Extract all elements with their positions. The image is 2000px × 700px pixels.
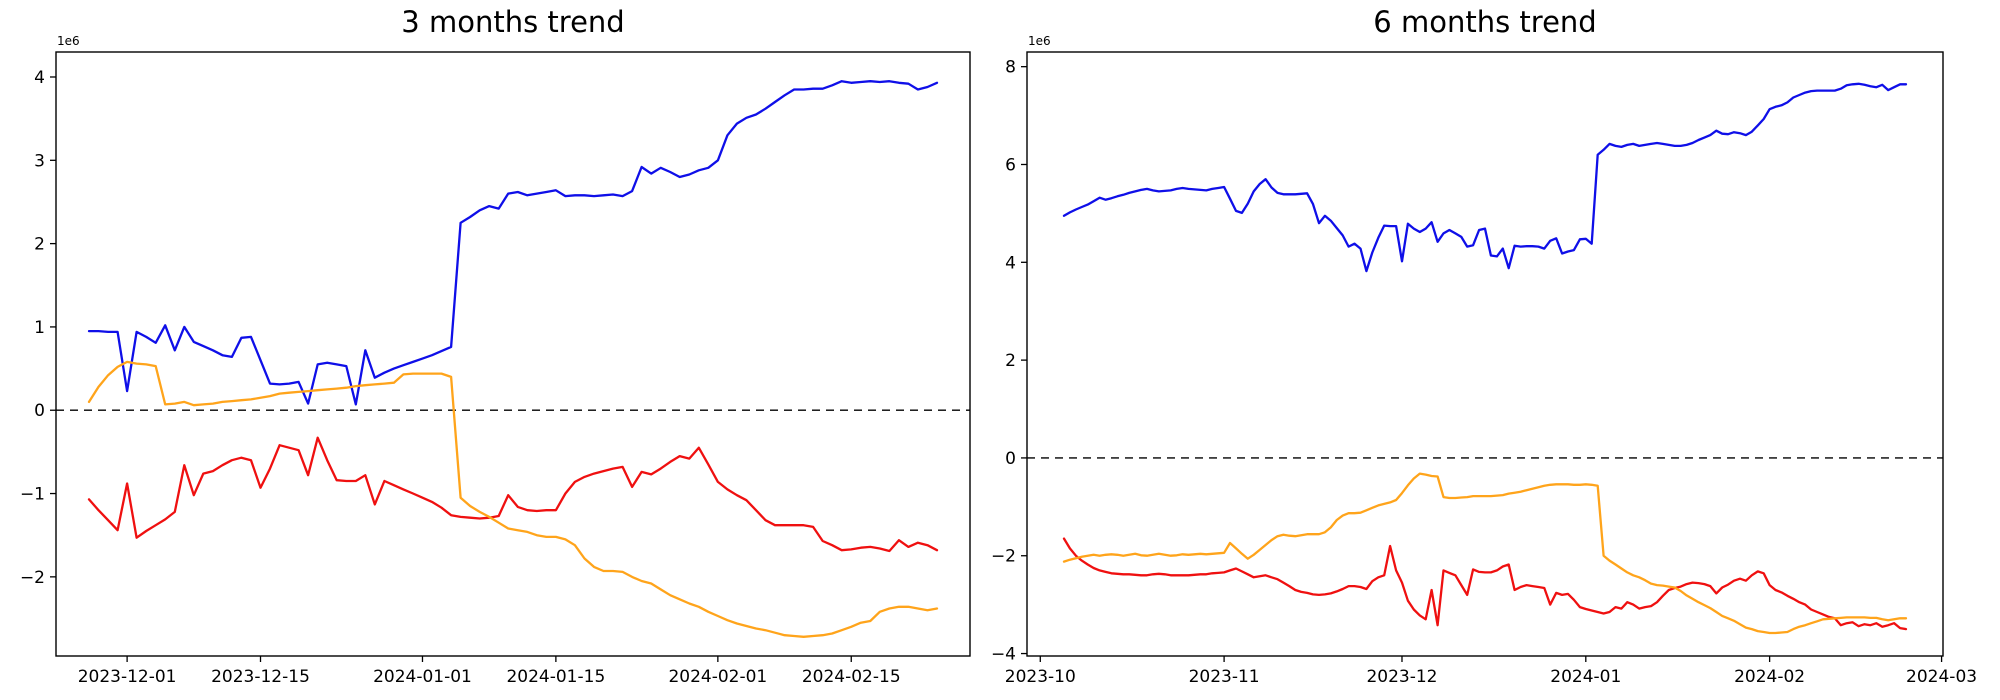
series-blue-line (1062, 82, 1908, 273)
chart-title-6-months: 6 months trend (1373, 5, 1597, 39)
axes-spines (1026, 51, 1944, 657)
y-tick-label: −4 (991, 645, 1016, 665)
x-tick-label: 2024-02 (1734, 667, 1805, 687)
x-tick-label: 2023-12 (1366, 667, 1437, 687)
y-axis-offset-label: 1e6 (57, 34, 80, 48)
y-axis-offset-label: 1e6 (1028, 34, 1051, 48)
x-tick-label: 2023-12-01 (78, 667, 177, 687)
y-tick-label: 3 (34, 151, 45, 171)
series-red-line (87, 436, 939, 553)
series-red-line (1062, 537, 1908, 631)
y-tick-label: 0 (1005, 449, 1016, 469)
y-tick-label: 1 (34, 318, 45, 338)
y-tick-label: 0 (34, 401, 45, 421)
y-tick-label: 4 (1005, 253, 1016, 273)
series-blue-line (87, 80, 939, 406)
series-orange-line (1062, 472, 1908, 635)
y-tick-label: 4 (34, 68, 45, 88)
chart-title-3-months: 3 months trend (401, 5, 625, 39)
y-tick-label: 2 (34, 235, 45, 255)
x-tick-label: 2024-01 (1550, 667, 1621, 687)
x-tick-label: 2023-10 (1005, 667, 1076, 687)
y-tick-label: −2 (991, 547, 1016, 567)
x-tick-label: 2024-01-01 (373, 667, 472, 687)
y-tick-label: 6 (1005, 155, 1016, 175)
y-tick-label: −1 (20, 485, 45, 505)
x-tick-label: 2023-12-15 (211, 667, 310, 687)
y-tick-label: −2 (20, 568, 45, 588)
x-tick-label: 2024-01-15 (506, 667, 605, 687)
y-tick-label: 2 (1005, 351, 1016, 371)
x-tick-label: 2024-02-01 (668, 667, 767, 687)
axes-spines (55, 51, 971, 657)
x-tick-label: 2024-02-15 (802, 667, 901, 687)
x-tick-label: 2023-11 (1189, 667, 1260, 687)
x-tick-label: 2024-03 (1906, 667, 1977, 687)
y-tick-label: 8 (1005, 58, 1016, 78)
series-orange-line (87, 360, 939, 638)
plot-3-months-trend: 4 3 2 1 0 −1 −2 2023-12-01 2023-12-15 2024-01-01 2… (20, 34, 971, 687)
